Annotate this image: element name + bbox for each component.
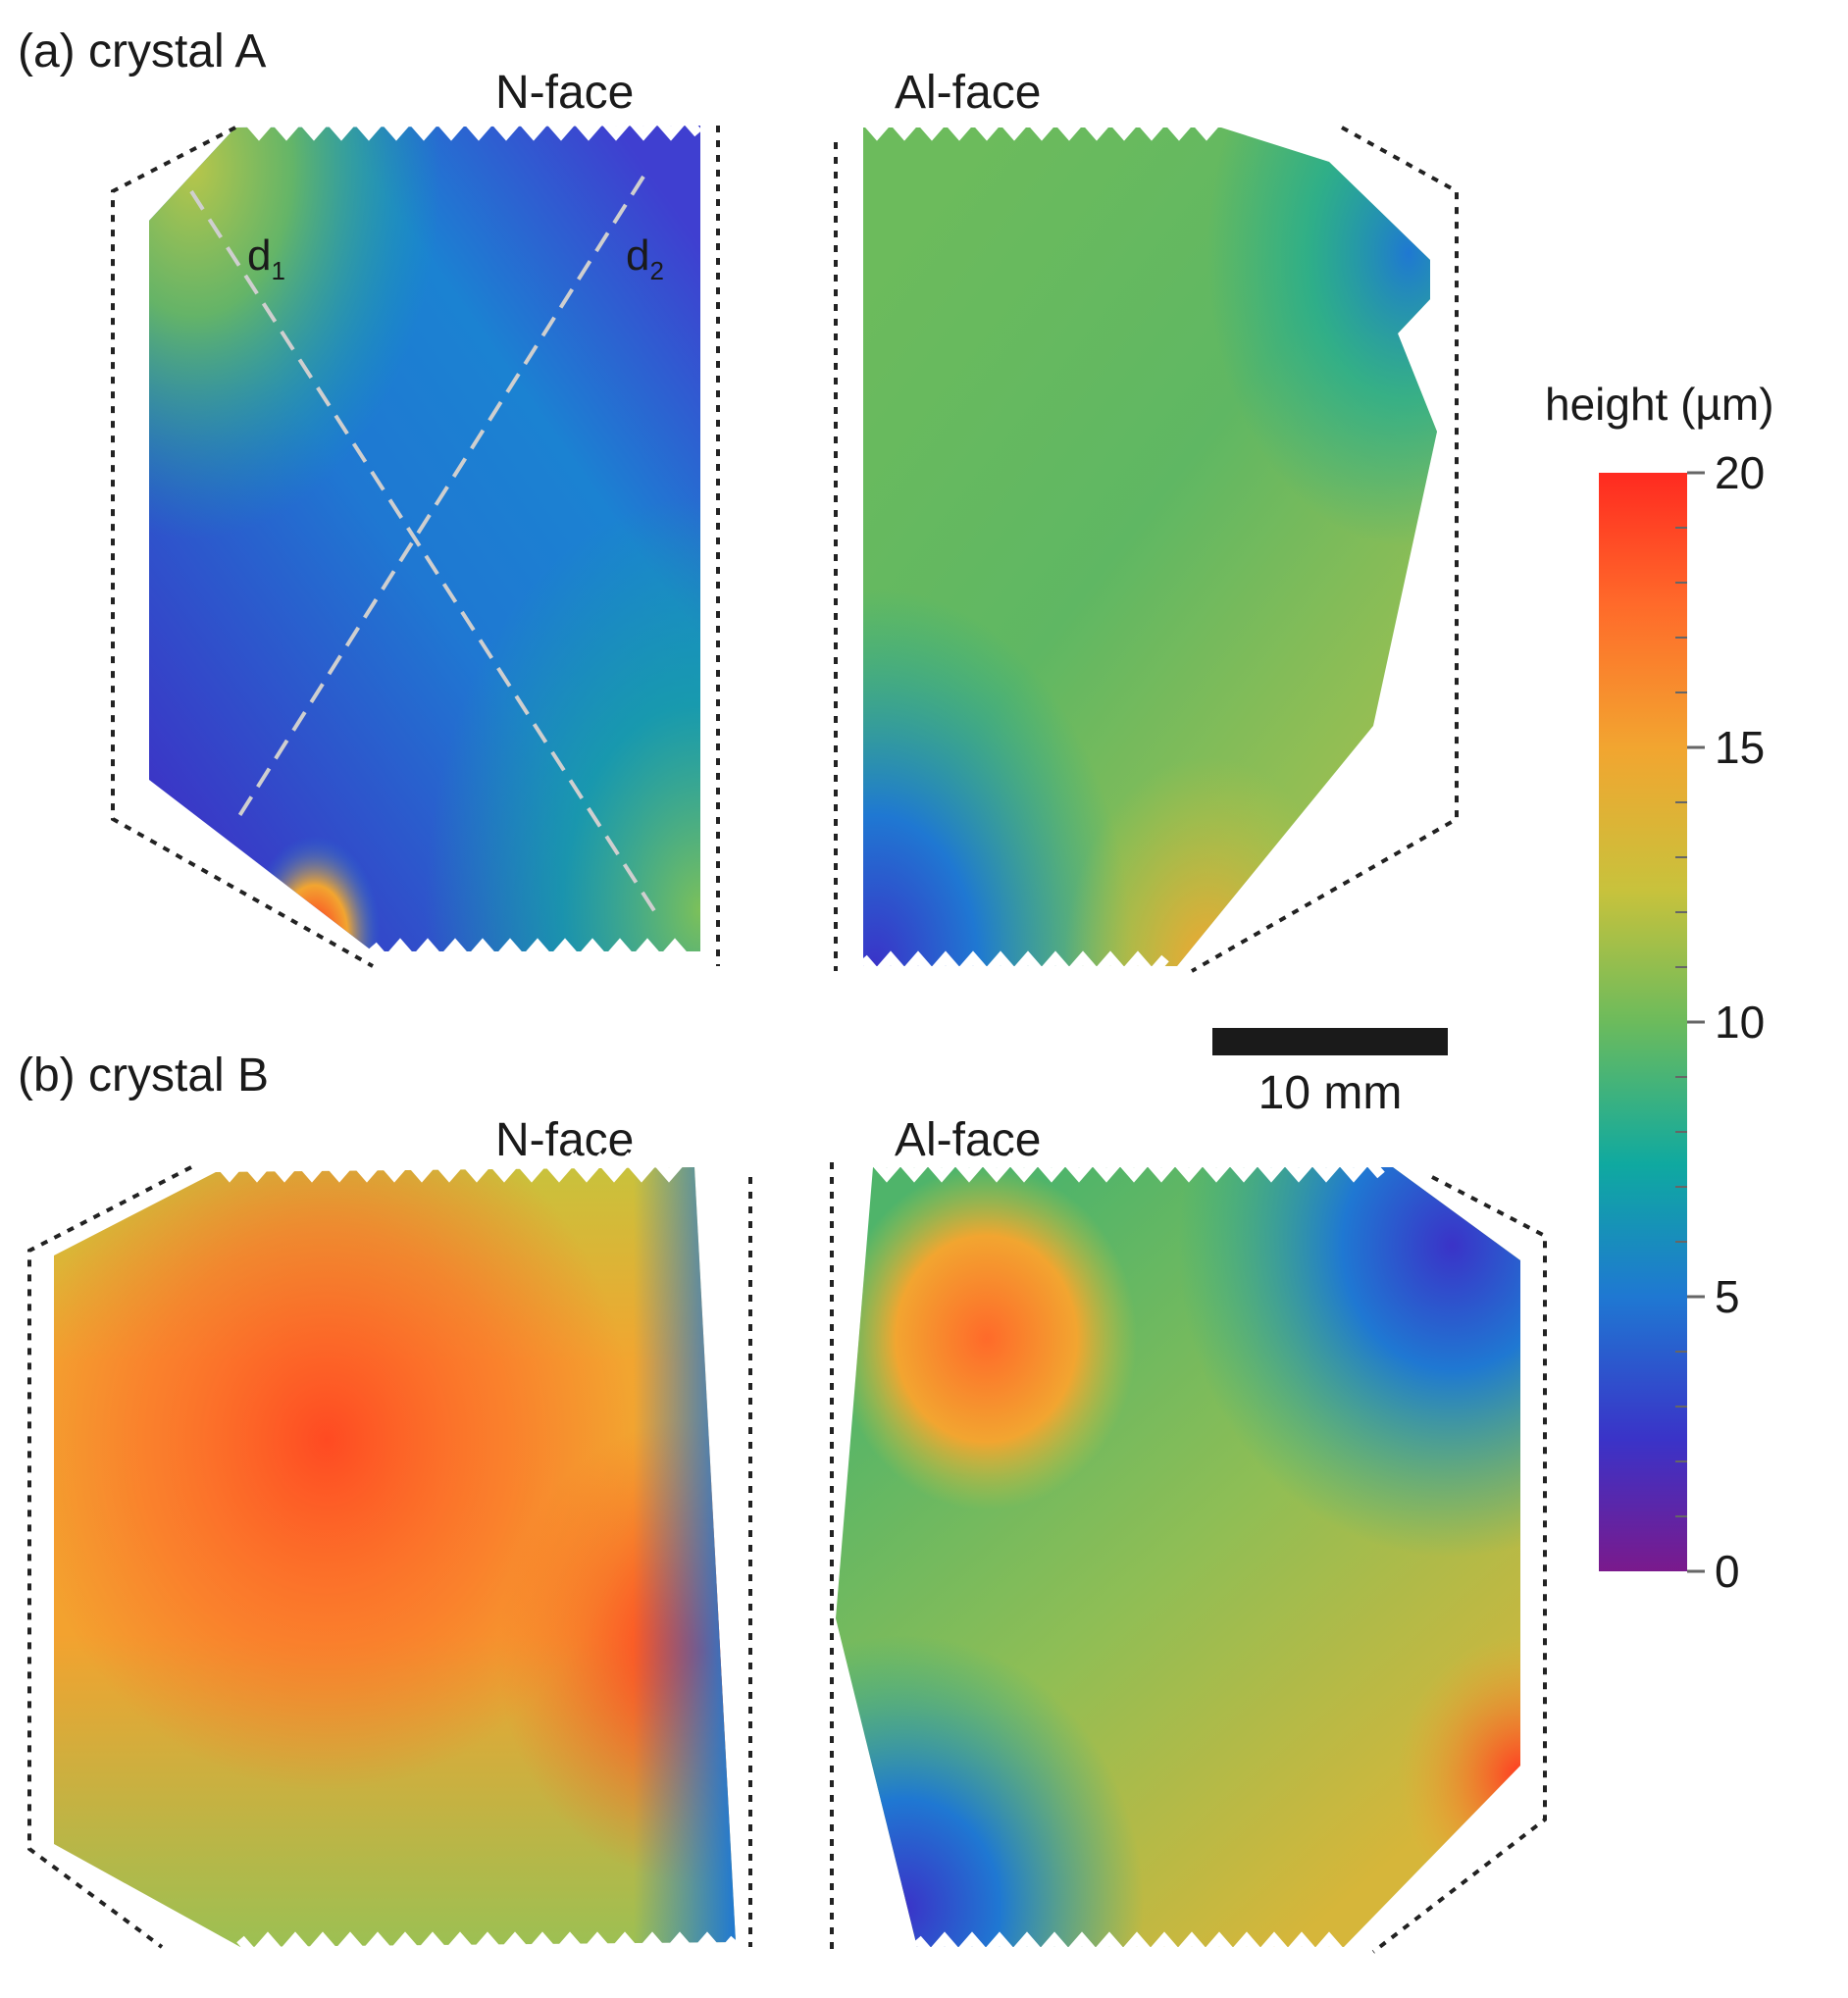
- crystal-a-nface-map: d1 d2: [111, 110, 720, 969]
- d1-label: d1: [247, 231, 285, 285]
- panel-a-alface-title: Al-face: [895, 67, 1041, 119]
- colorbar-tick-label: 15: [1715, 722, 1765, 773]
- colorbar-tick-label: 5: [1715, 1271, 1740, 1322]
- colorbar: height (µm) 20 15 10 5 0: [1545, 379, 1774, 1597]
- colorbar-title: height (µm): [1545, 379, 1774, 430]
- colorbar-gradient: [1599, 473, 1687, 1571]
- crystal-a-nface-outline: [111, 126, 720, 968]
- crystal-b-alface-zigzag-top: [869, 1152, 1385, 1183]
- crystal-b-nface-map: [27, 1152, 752, 1963]
- panel-a-label: (a) crystal A: [18, 26, 266, 77]
- scale-bar-line: [1212, 1028, 1448, 1055]
- crystal-a-alface-zigzag-bottom: [859, 950, 1169, 982]
- diagonal-d1: [189, 189, 657, 914]
- crystal-b-nface-outline: [27, 1165, 752, 1949]
- panel-b-alface-title: Al-face: [895, 1114, 1041, 1166]
- diagonal-d2: [235, 175, 645, 821]
- colorbar-tick-label: 0: [1715, 1546, 1740, 1597]
- panel-b-label: (b) crystal B: [18, 1050, 269, 1101]
- colorbar-tick-label: 20: [1715, 447, 1765, 498]
- crystal-b-alface-map: [830, 1152, 1547, 1963]
- crystal-b-nface-zigzag-bottom: [236, 1931, 739, 1963]
- crystal-a-alface-outline: [834, 126, 1459, 973]
- scale-bar: 10 mm: [1212, 1028, 1448, 1119]
- panel-a-nface-title: N-face: [495, 67, 634, 119]
- crystal-b-alface-outline: [830, 1162, 1547, 1954]
- crystal-b-alface-zigzag-bottom: [913, 1931, 1347, 1963]
- crystal-a-nface-zigzag-top: [241, 110, 702, 141]
- colorbar-ticks: 20 15 10 5 0: [1675, 447, 1765, 1597]
- scale-bar-label: 10 mm: [1258, 1067, 1403, 1119]
- crystal-a-alface-zigzag-top: [859, 110, 1224, 141]
- colorbar-tick-label: 10: [1715, 997, 1765, 1048]
- crystal-a-alface-map: [834, 110, 1459, 982]
- crystal-a-nface-zigzag-bottom: [369, 938, 693, 969]
- crystal-b-nface-zigzag-top: [212, 1152, 687, 1183]
- d2-label: d2: [626, 231, 664, 285]
